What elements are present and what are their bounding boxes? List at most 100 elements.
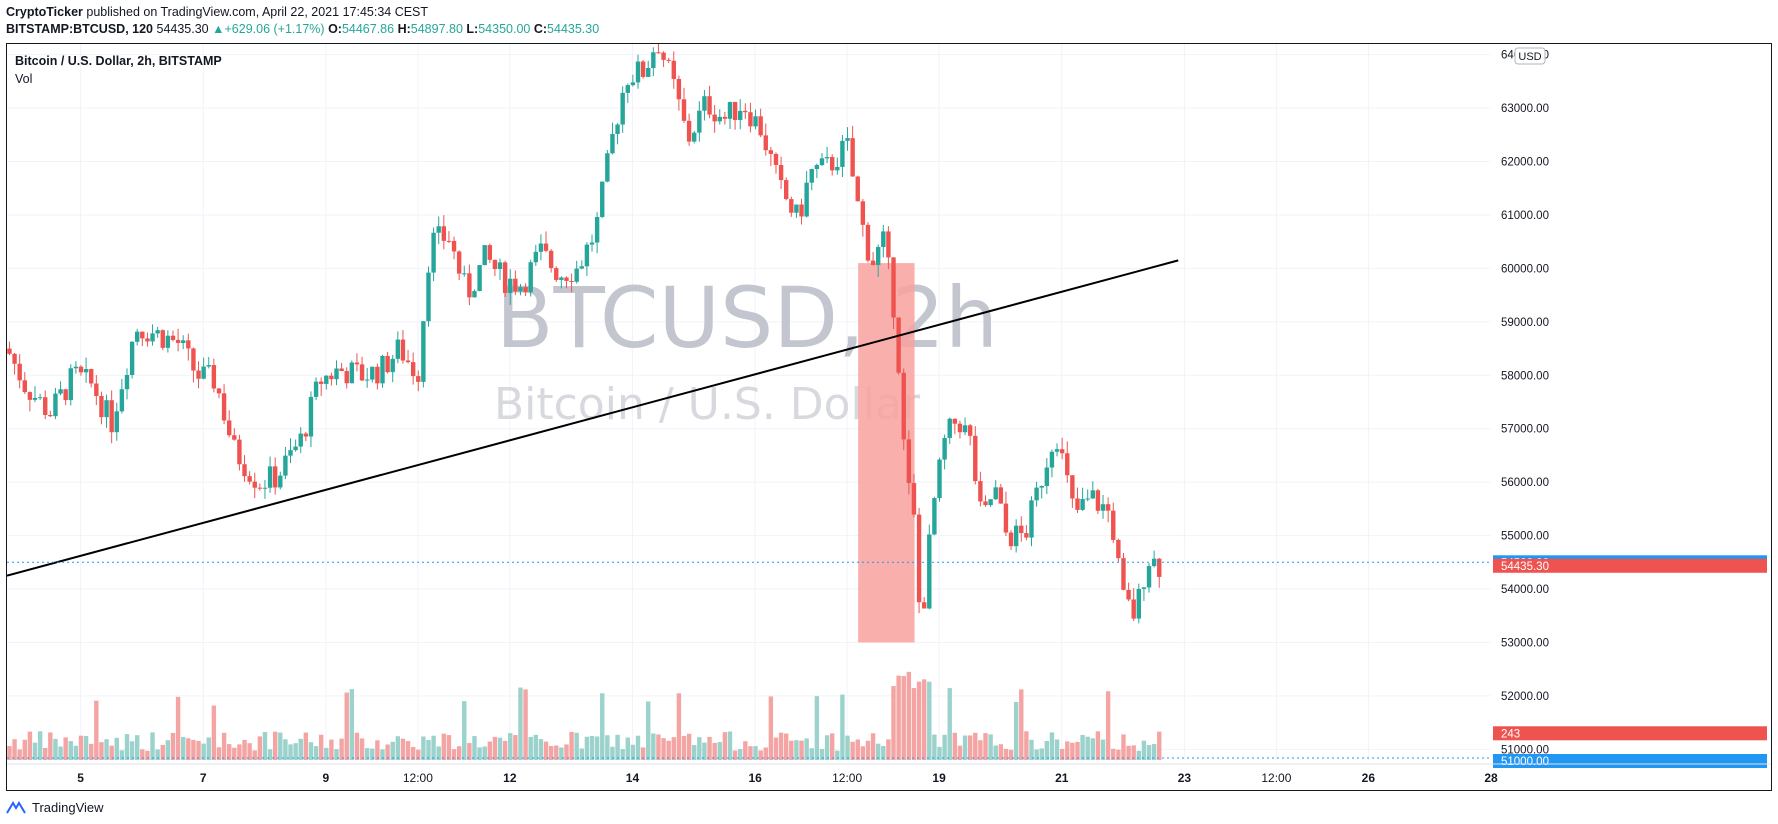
- candle-body-187: [962, 425, 968, 433]
- candle-body-127: [656, 52, 661, 54]
- candle-body-125: [646, 67, 651, 77]
- candle-body-177: [911, 483, 917, 515]
- x-tick-label-6: 16: [748, 771, 762, 785]
- candle-body-77: [400, 339, 406, 361]
- volume-bar-111: [574, 732, 579, 760]
- volume-bar-189: [973, 732, 978, 760]
- candle-body-25: [135, 331, 140, 342]
- candle-body-42: [221, 393, 227, 421]
- volume-bar-3: [22, 739, 27, 760]
- publish-info: CryptoTicker published on TradingView.co…: [6, 4, 428, 20]
- candle-body-140: [722, 116, 728, 119]
- volume-bar-70: [364, 748, 370, 760]
- volume-bar-199: [1024, 731, 1029, 760]
- volume-bar-176: [906, 671, 912, 760]
- candle-body-123: [635, 61, 641, 83]
- volume-bar-137: [707, 736, 712, 760]
- volume-bar-146: [753, 746, 758, 760]
- candle-body-97: [502, 262, 508, 294]
- volume-bar-102: [528, 736, 533, 760]
- candle-body-8: [48, 414, 53, 417]
- volume-bar-119: [615, 734, 620, 760]
- volume-bar-113: [584, 736, 590, 760]
- volume-bar-128: [661, 738, 666, 760]
- candle-body-119: [615, 124, 620, 134]
- volume-bar-78: [405, 741, 411, 760]
- volume-bar-93: [482, 746, 487, 760]
- volume-bar-223: [1146, 745, 1152, 760]
- legend-title[interactable]: Bitcoin / U.S. Dollar, 2h, BITSTAMP: [15, 54, 222, 68]
- candle-body-195: [1003, 503, 1009, 533]
- candle-body-185: [952, 418, 958, 424]
- tradingview-logo-icon: [6, 801, 26, 814]
- volume-bar-103: [533, 734, 539, 760]
- volume-bar-139: [717, 742, 722, 760]
- highlight-box: [858, 263, 915, 643]
- author-name[interactable]: CryptoTicker: [6, 5, 83, 19]
- volume-bar-104: [538, 739, 544, 760]
- candle-body-48: [252, 481, 257, 488]
- volume-bar-7: [43, 747, 48, 760]
- candle-body-114: [589, 242, 595, 245]
- footer-brand[interactable]: TradingView: [32, 799, 104, 815]
- candle-body-47: [247, 476, 252, 482]
- candle-body-200: [1029, 500, 1034, 538]
- currency-label: USD: [1518, 51, 1541, 63]
- volume-bar-141: [727, 731, 733, 760]
- candle-body-49: [257, 487, 263, 489]
- candle-body-124: [640, 61, 646, 77]
- volume-bar-35: [186, 738, 191, 760]
- candle-body-95: [492, 259, 498, 270]
- volume-bar-67: [349, 689, 355, 760]
- candle-body-126: [651, 52, 656, 68]
- change-arrow-icon: ▲: [212, 22, 225, 36]
- candle-body-178: [916, 514, 922, 603]
- volume-bar-135: [697, 737, 702, 760]
- y-tick-label-1: 63000.00: [1501, 103, 1549, 115]
- y-tick-label-13: 51000.00: [1501, 744, 1549, 756]
- candle-body-91: [472, 291, 477, 298]
- volume-bar-53: [278, 732, 283, 760]
- candle-body-213: [1095, 490, 1101, 511]
- candle-body-110: [569, 280, 574, 282]
- candle-body-159: [819, 158, 825, 166]
- volume-bar-218: [1121, 734, 1126, 760]
- volume-bar-181: [932, 734, 937, 760]
- volume-bar-186: [957, 745, 963, 760]
- volume-bar-118: [610, 746, 615, 760]
- volume-bar-98: [508, 733, 513, 760]
- volume-bar-122: [630, 744, 636, 760]
- volume-bar-96: [497, 737, 503, 760]
- volume-bar-14: [78, 735, 84, 760]
- volume-bar-204: [1049, 732, 1055, 760]
- volume-bar-51: [267, 749, 273, 760]
- volume-bar-34: [180, 736, 186, 760]
- candle-body-136: [702, 96, 707, 111]
- candle-body-10: [58, 389, 63, 394]
- volume-bar-192: [988, 734, 993, 760]
- candle-body-171: [881, 231, 886, 248]
- candle-body-131: [676, 78, 682, 100]
- candle-body-0: [7, 348, 12, 354]
- candle-body-176: [906, 439, 912, 484]
- volume-bar-124: [640, 747, 646, 760]
- candle-body-81: [421, 321, 426, 382]
- volume-bar-213: [1095, 731, 1101, 760]
- volume-label[interactable]: Vol: [15, 72, 33, 86]
- y-tick-label-5: 59000.00: [1501, 317, 1549, 329]
- candle-body-7: [43, 397, 48, 415]
- candle-body-105: [543, 243, 549, 251]
- volume-bar-9: [53, 738, 58, 760]
- volume-bar-132: [681, 735, 687, 760]
- volume-bar-215: [1105, 691, 1111, 760]
- low-label: L:: [466, 22, 479, 36]
- volume-bar-40: [211, 705, 217, 760]
- volume-bar-177: [911, 688, 917, 760]
- volume-bar-71: [370, 748, 375, 760]
- candle-body-149: [768, 150, 774, 154]
- volume-bar-201: [1034, 749, 1039, 760]
- volume-bar-225: [1157, 731, 1162, 760]
- volume-bar-159: [819, 748, 825, 760]
